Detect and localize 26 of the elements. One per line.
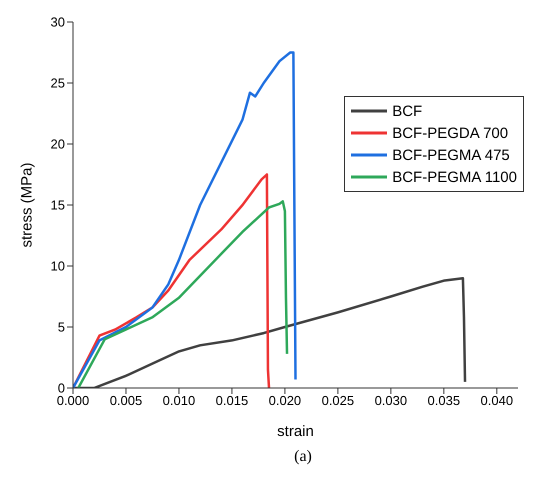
y-tick-label: 15 [50,198,65,213]
x-tick-label: 0.010 [162,393,196,408]
line-series [73,276,466,388]
line-series [77,200,288,388]
x-tick-label: 0.015 [216,393,248,408]
legend-label: BCF-PEGMA 475 [392,146,510,164]
x-tick-label: 0.005 [110,393,142,408]
y-tick-label: 20 [50,136,65,152]
y-tick-label: 30 [50,14,65,30]
y-tick-label: 25 [50,76,65,91]
y-tick-label: 10 [50,258,65,274]
x-tick-label: 0.040 [480,393,514,408]
legend-label: BCF [392,102,422,120]
y-tick-label: 0 [58,380,65,396]
x-tick-label: 0.020 [268,393,302,408]
legend-label: BCF-PEGMA 1100 [392,168,517,186]
x-tick-label: 0.000 [56,393,90,408]
y-axis-title: stress (MPa) [18,162,36,248]
x-tick-label: 0.025 [322,393,354,408]
x-tick-label: 0.035 [428,393,460,408]
y-tick-label: 5 [58,320,65,335]
x-axis-title: strain [277,423,314,440]
text: (a) [293,448,313,466]
line-series [73,51,297,388]
x-tick-label: 0.030 [374,393,408,408]
legend-label: BCF-PEGDA 700 [392,124,508,142]
